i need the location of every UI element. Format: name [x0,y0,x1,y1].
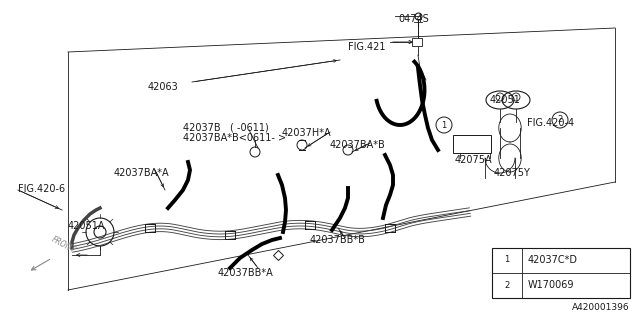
Text: 42037BA*A: 42037BA*A [114,168,170,178]
Text: 42075Y: 42075Y [494,168,531,178]
Text: 42037B   ( -0611): 42037B ( -0611) [183,122,269,132]
FancyBboxPatch shape [412,38,422,46]
Text: 42037BA*B: 42037BA*B [330,140,386,150]
Text: 42037BB*B: 42037BB*B [310,235,366,245]
Text: 42063: 42063 [148,82,179,92]
Text: 42075A: 42075A [455,155,493,165]
Text: 1: 1 [442,121,447,130]
Text: 42037C*D: 42037C*D [528,255,578,265]
Text: A420001396: A420001396 [572,303,630,312]
FancyBboxPatch shape [492,248,630,298]
Text: 2: 2 [504,281,509,290]
Text: 1: 1 [504,255,509,265]
Text: W170069: W170069 [528,280,575,290]
Text: 2: 2 [557,116,563,124]
FancyBboxPatch shape [453,135,491,153]
Text: FIG.420-4: FIG.420-4 [527,118,574,128]
Text: FRONT: FRONT [50,235,77,255]
Text: 42051A: 42051A [68,221,106,231]
Text: FIG.420-6: FIG.420-6 [18,184,65,194]
Text: 42051: 42051 [490,95,521,105]
Text: 42037H*A: 42037H*A [282,128,332,138]
Text: 42037BA*B<0611- >: 42037BA*B<0611- > [183,133,286,143]
Text: 0474S: 0474S [398,14,429,24]
Text: 42037BB*A: 42037BB*A [218,268,274,278]
Text: FIG.421: FIG.421 [348,42,385,52]
